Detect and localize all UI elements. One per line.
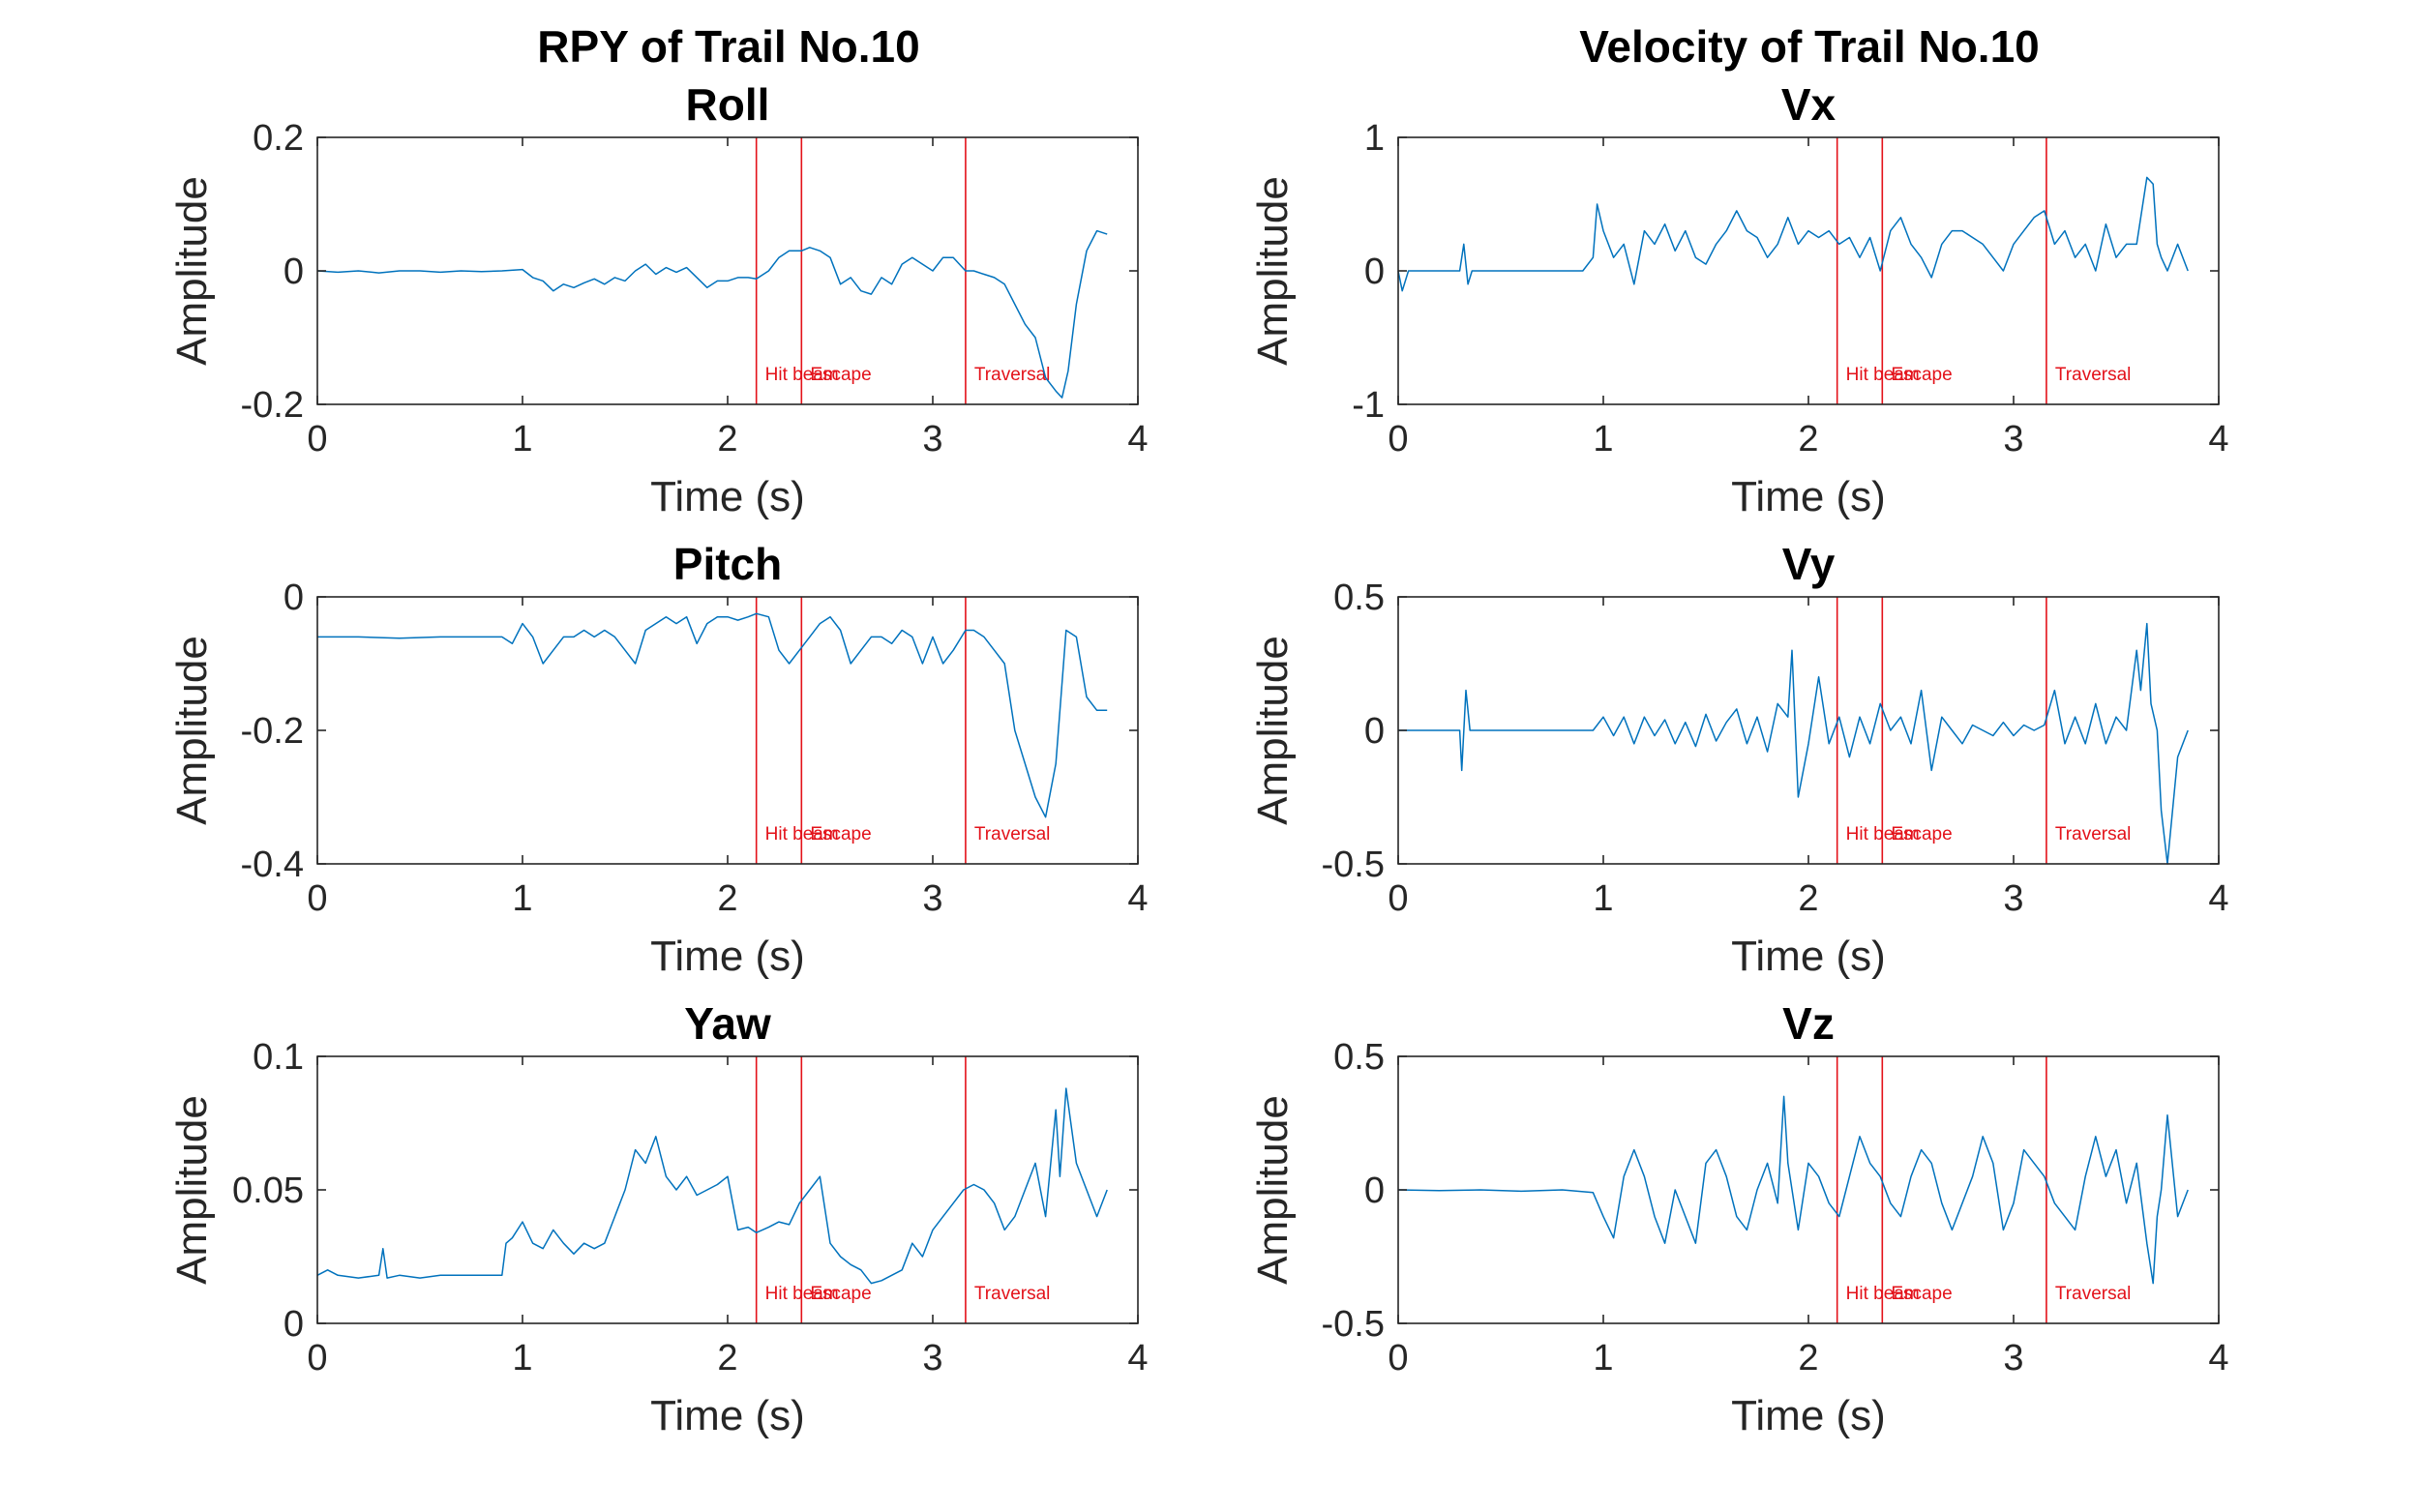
yaw-title: Yaw: [684, 998, 771, 1049]
roll-xtick-label: 0: [307, 419, 327, 460]
roll-event-label-traversal: Traversal: [974, 365, 1050, 385]
roll-ytick-label: 0: [284, 252, 304, 292]
pitch-xtick-label: 3: [922, 878, 942, 919]
vy-xtick-label: 1: [1593, 878, 1613, 919]
roll-ytick-label: 0.2: [253, 118, 304, 159]
roll-ylabel: Amplitude: [168, 176, 216, 366]
vx-xtick-label: 4: [2208, 419, 2228, 460]
vz-xlabel: Time (s): [1731, 1392, 1886, 1439]
pitch-series-line: [317, 612, 1108, 818]
roll-series-line: [316, 229, 1108, 399]
vx-series-line: [1397, 176, 2189, 292]
roll-ytick-label: -0.2: [241, 385, 304, 426]
vy-xtick-label: 3: [2003, 878, 2023, 919]
vz-series-line: [1397, 1095, 2189, 1285]
yaw-ytick-label: 0.05: [232, 1171, 304, 1211]
vx-xlabel: Time (s): [1731, 473, 1886, 520]
yaw-ytick-label: 0: [284, 1304, 304, 1345]
roll-xtick-label: 3: [922, 419, 942, 460]
yaw-ytick-label: 0.1: [253, 1037, 304, 1078]
vz-xtick-label: 3: [2003, 1338, 2023, 1379]
vz-ytick-label: 0: [1364, 1171, 1385, 1211]
vy-ytick-label: -0.5: [1322, 845, 1385, 885]
vx-ytick-label: -1: [1352, 385, 1385, 426]
yaw-xtick-label: 3: [922, 1338, 942, 1379]
vx-ytick-label: 1: [1364, 118, 1385, 159]
vz-ytick-label: -0.5: [1322, 1304, 1385, 1345]
vy-xtick-label: 2: [1798, 878, 1818, 919]
vy-ytick-label: 0.5: [1333, 578, 1385, 618]
vx-xtick-label: 2: [1798, 419, 1818, 460]
vx-xtick-label: 1: [1593, 419, 1613, 460]
pitch-xtick-label: 0: [307, 878, 327, 919]
roll-xlabel: Time (s): [650, 473, 805, 520]
right-column-title: Velocity of Trail No.10: [1579, 21, 2040, 72]
vx-event-label-traversal: Traversal: [2055, 365, 2131, 385]
pitch-xlabel: Time (s): [650, 933, 805, 980]
pitch-ytick-label: -0.4: [241, 845, 304, 885]
vy-title: Vy: [1782, 539, 1836, 589]
yaw-xtick-label: 2: [717, 1338, 737, 1379]
vz-xtick-label: 0: [1388, 1338, 1408, 1379]
vy-xtick-label: 4: [2208, 878, 2228, 919]
vy-xtick-label: 0: [1388, 878, 1408, 919]
roll-event-label-escape: Escape: [810, 365, 871, 385]
pitch-event-label-traversal: Traversal: [974, 824, 1050, 845]
vz-ytick-label: 0.5: [1333, 1037, 1385, 1078]
roll-xtick-label: 1: [512, 419, 532, 460]
yaw-event-label-escape: Escape: [810, 1284, 871, 1304]
pitch-ytick-label: -0.2: [241, 711, 304, 752]
pitch-ytick-label: 0: [284, 578, 304, 618]
yaw-xtick-label: 1: [512, 1338, 532, 1379]
vz-xtick-label: 4: [2208, 1338, 2228, 1379]
yaw-event-label-traversal: Traversal: [974, 1284, 1050, 1304]
vy-series-line: [1398, 622, 2189, 865]
vx-ytick-label: 0: [1364, 252, 1385, 292]
vy-xlabel: Time (s): [1731, 933, 1886, 980]
vy-ylabel: Amplitude: [1249, 636, 1297, 825]
vz-title: Vz: [1782, 998, 1835, 1049]
vx-ylabel: Amplitude: [1249, 176, 1297, 366]
pitch-xtick-label: 1: [512, 878, 532, 919]
vx-xtick-label: 3: [2003, 419, 2023, 460]
pitch-ylabel: Amplitude: [168, 636, 216, 825]
yaw-series-line: [316, 1087, 1108, 1285]
vy-event-label-traversal: Traversal: [2055, 824, 2131, 845]
vy-ytick-label: 0: [1364, 711, 1385, 752]
vx-title: Vx: [1781, 79, 1837, 130]
vz-xtick-label: 2: [1798, 1338, 1818, 1379]
vz-ylabel: Amplitude: [1249, 1095, 1297, 1285]
yaw-ylabel: Amplitude: [168, 1095, 216, 1285]
pitch-xtick-label: 2: [717, 878, 737, 919]
roll-xtick-label: 2: [717, 419, 737, 460]
pitch-title: Pitch: [673, 539, 782, 589]
roll-title: Roll: [686, 79, 770, 130]
vx-xtick-label: 0: [1388, 419, 1408, 460]
vx-event-label-escape: Escape: [1891, 365, 1952, 385]
left-column-title: RPY of Trail No.10: [537, 21, 919, 72]
vz-event-label-escape: Escape: [1891, 1284, 1952, 1304]
yaw-xtick-label: 0: [307, 1338, 327, 1379]
vz-xtick-label: 1: [1593, 1338, 1613, 1379]
pitch-event-label-escape: Escape: [810, 824, 871, 845]
roll-xtick-label: 4: [1127, 419, 1148, 460]
pitch-xtick-label: 4: [1127, 878, 1148, 919]
yaw-xlabel: Time (s): [650, 1392, 805, 1439]
vz-event-label-traversal: Traversal: [2055, 1284, 2131, 1304]
yaw-xtick-label: 4: [1127, 1338, 1148, 1379]
vy-event-label-escape: Escape: [1891, 824, 1952, 845]
